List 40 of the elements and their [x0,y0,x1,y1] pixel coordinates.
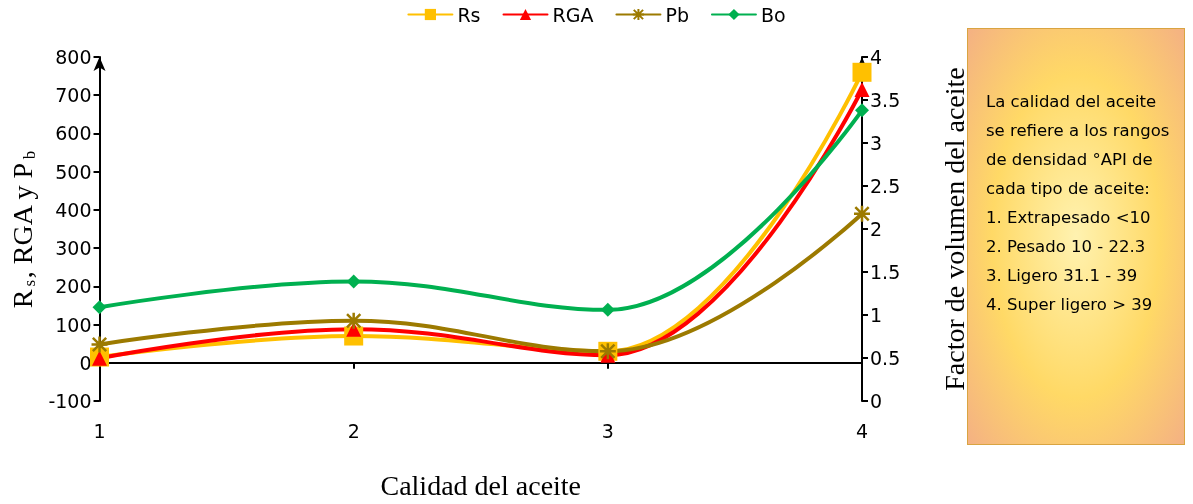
y-tick-label: 100 [55,313,92,336]
point [854,81,870,97]
legend-label: Rs [457,3,481,26]
point [92,300,107,315]
y-tick-label: 600 [55,122,92,145]
point [852,62,872,82]
x-tick-label: 2 [347,419,360,442]
point [90,335,109,354]
point [855,103,869,118]
y-axis-title: Rs, RGA y Pb [6,150,39,309]
y2-tick-label: 0.5 [870,347,901,369]
text: La calidad del aceite se refiere a los rangos de densidad °API de cada tipo de aceite: 1. Extrapesado <10 2. Pesado 10 - 22.3 3. Ligero 31.1 - 39 4. Super ligero > 39 [986,92,1170,314]
x-tick-label: 3 [601,419,614,442]
y2-tick-label: 3 [870,132,883,154]
y-tick-label: 300 [55,237,92,260]
legend-label: RGA [552,3,594,26]
point [600,302,615,317]
y2-tick-label: 4 [870,46,883,68]
y-tick-label: -100 [48,390,92,412]
y2-tick-label: 2.5 [870,175,901,197]
y-tick-label: 500 [55,160,92,183]
x-tick-label: 1 [93,419,106,442]
y2-axis-title: Factor de volumen del aceite [938,67,970,391]
y2-tick-label: 1 [870,304,883,326]
y-tick-label: 800 [55,46,92,68]
y-tick-label: 700 [55,84,92,107]
point [852,204,872,223]
point [346,274,361,289]
y2-tick-label: 2 [870,218,883,240]
x-tick-label: 4 [855,419,869,442]
x-axis-title: Calidad del aceite [380,469,582,501]
y-tick-label: 400 [55,198,92,221]
legend-label: Bo [760,3,786,26]
y-tick-label: 200 [55,275,92,298]
y2-tick-label: 1.5 [870,261,901,283]
legend-label: Pb [665,3,689,26]
y2-tick-label: 0 [870,390,883,412]
y2-tick-label: 3.5 [870,89,901,111]
point [344,311,363,330]
y-tick-label: 0 [79,351,92,374]
